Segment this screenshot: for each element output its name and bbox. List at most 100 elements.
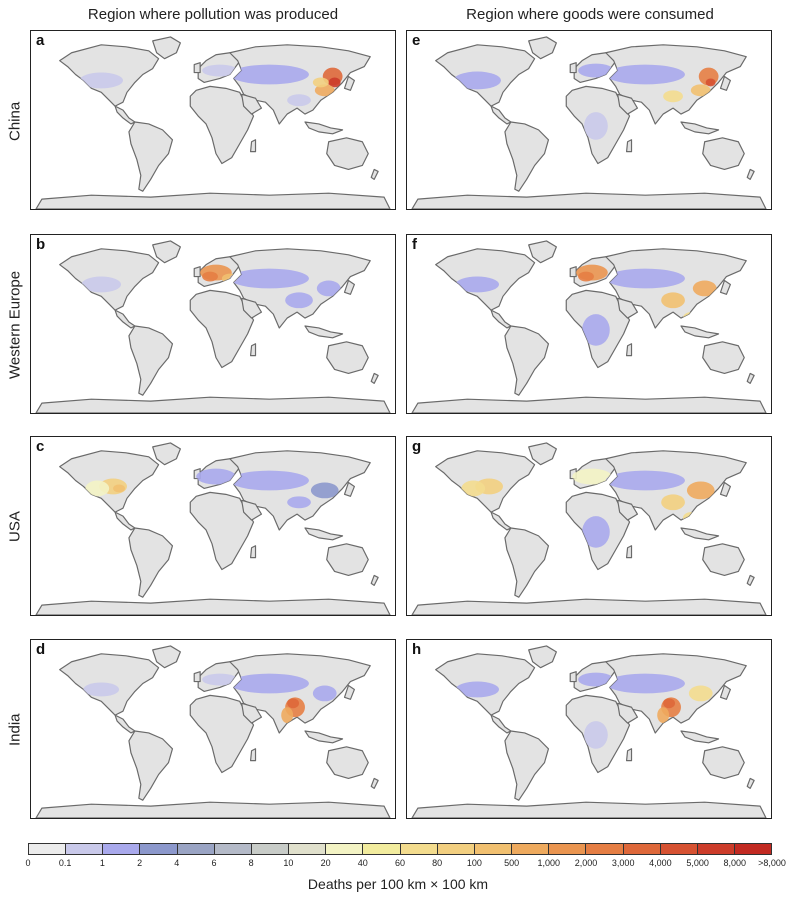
hotspot bbox=[281, 707, 294, 724]
mortality-hotspots bbox=[79, 64, 343, 107]
antarctica-landmass bbox=[35, 801, 391, 818]
arabia-landmass bbox=[617, 93, 639, 115]
indonesia-landmass bbox=[304, 325, 344, 339]
panel-letter: h bbox=[412, 641, 422, 658]
map-panel-d: d bbox=[30, 639, 396, 819]
new-zealand-landmass bbox=[370, 574, 379, 586]
arabia-landmass bbox=[241, 499, 263, 521]
world-map bbox=[411, 240, 767, 413]
greenland-landmass bbox=[528, 240, 557, 264]
japan-landmass bbox=[719, 75, 732, 91]
indonesia-landmass bbox=[304, 121, 344, 135]
mortality-hotspots bbox=[461, 468, 715, 548]
antarctica-landmass bbox=[35, 396, 391, 413]
madagascar-landmass bbox=[625, 545, 633, 559]
greenland-landmass bbox=[528, 645, 557, 669]
hotspot bbox=[287, 94, 311, 107]
legend-tick-label: 3,000 bbox=[611, 858, 635, 868]
legend-tick-label: 6 bbox=[211, 858, 217, 868]
legend-title: Deaths per 100 km × 100 km bbox=[307, 876, 489, 892]
asia-landmass bbox=[229, 450, 371, 531]
hotspot bbox=[229, 268, 309, 289]
hotspot bbox=[578, 672, 614, 687]
hotspot bbox=[582, 516, 610, 548]
asia-landmass bbox=[605, 450, 747, 531]
arabia-landmass bbox=[241, 93, 263, 115]
australia-landmass bbox=[702, 746, 745, 780]
central-america-landmass bbox=[114, 714, 136, 734]
mortality-hotspots bbox=[83, 673, 337, 724]
map-panel-f: f bbox=[406, 234, 772, 414]
legend-swatch bbox=[140, 844, 178, 854]
australia-landmass bbox=[326, 137, 369, 171]
africa-landmass bbox=[189, 289, 255, 369]
legend-tick-label: 8,000 bbox=[723, 858, 747, 868]
legend-tick-label: 80 bbox=[432, 858, 443, 868]
arabia-landmass bbox=[617, 702, 639, 724]
hotspot bbox=[686, 481, 715, 500]
uk-landmass bbox=[193, 62, 201, 74]
legend-swatch bbox=[474, 844, 513, 854]
japan-landmass bbox=[343, 481, 356, 497]
south-america-landmass bbox=[128, 325, 174, 396]
hotspot bbox=[316, 280, 341, 297]
panel-letter: b bbox=[36, 236, 46, 253]
japan-landmass bbox=[719, 279, 732, 295]
hotspot bbox=[692, 280, 717, 297]
japan-landmass bbox=[719, 684, 732, 700]
map-panel-g: g bbox=[406, 436, 772, 616]
arabia-landmass bbox=[617, 297, 639, 319]
legend-tick-label: 2,000 bbox=[574, 858, 598, 868]
south-america-landmass bbox=[504, 527, 550, 598]
south-america-landmass bbox=[504, 730, 550, 801]
madagascar-landmass bbox=[625, 139, 633, 153]
hotspot bbox=[584, 721, 608, 749]
africa-landmass bbox=[189, 491, 255, 571]
hotspot bbox=[605, 470, 685, 491]
legend-tick-label: 0.1 bbox=[58, 858, 72, 868]
hotspot bbox=[663, 90, 683, 103]
madagascar-landmass bbox=[249, 139, 257, 153]
row-label-china: China bbox=[6, 101, 24, 141]
legend-swatch bbox=[66, 844, 104, 854]
new-zealand-landmass bbox=[370, 168, 379, 180]
legend-swatch bbox=[103, 844, 141, 854]
hotspot bbox=[328, 77, 341, 88]
africa-landmass bbox=[189, 694, 255, 774]
asia-landmass bbox=[229, 248, 371, 329]
central-america-landmass bbox=[490, 309, 512, 329]
hotspot bbox=[287, 698, 300, 709]
legend-swatch bbox=[697, 844, 735, 854]
madagascar-landmass bbox=[625, 343, 633, 357]
asia-landmass bbox=[229, 44, 371, 125]
legend-tick-label: 10 bbox=[283, 858, 294, 868]
legend-tick-label: 5,000 bbox=[686, 858, 709, 868]
indonesia-landmass bbox=[680, 527, 720, 541]
legend-swatch bbox=[623, 844, 661, 854]
hotspot bbox=[453, 71, 501, 90]
arabia-landmass bbox=[617, 499, 639, 521]
map-panel-a: a bbox=[30, 30, 396, 210]
color-scale-legend bbox=[28, 843, 772, 855]
world-map bbox=[411, 442, 767, 615]
hotspot bbox=[661, 494, 685, 511]
legend-tick-label: 500 bbox=[504, 858, 520, 868]
antarctica-landmass bbox=[35, 598, 391, 615]
legend-swatch bbox=[586, 844, 624, 854]
hotspot bbox=[202, 271, 218, 282]
hotspot bbox=[455, 276, 500, 293]
hotspot bbox=[605, 64, 685, 85]
madagascar-landmass bbox=[625, 748, 633, 762]
world-map bbox=[411, 645, 767, 818]
asia-landmass bbox=[605, 44, 747, 125]
hotspot bbox=[455, 681, 500, 698]
central-america-landmass bbox=[114, 511, 136, 531]
hotspot bbox=[202, 64, 238, 77]
world-map bbox=[411, 36, 767, 209]
hotspot bbox=[83, 682, 120, 697]
world-map bbox=[35, 442, 391, 615]
central-america-landmass bbox=[490, 714, 512, 734]
indonesia-landmass bbox=[680, 121, 720, 135]
south-america-landmass bbox=[128, 730, 174, 801]
antarctica-landmass bbox=[411, 801, 767, 818]
